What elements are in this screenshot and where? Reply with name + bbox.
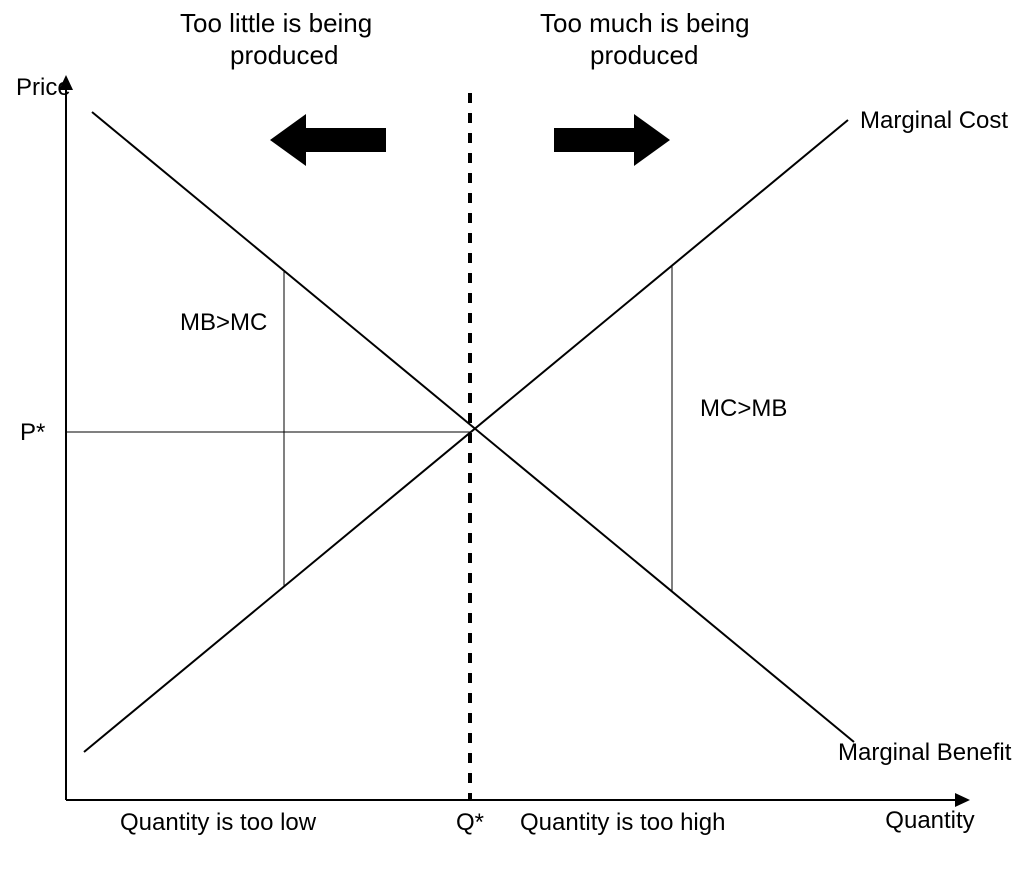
diagram-svg: Price Quantity P* Q* Marginal Cost Marginal B… [0, 0, 1024, 871]
equilibrium-markers [66, 93, 470, 800]
marginal-cost-line [84, 120, 848, 752]
qty-too-high-label: Quantity is too high [520, 809, 725, 836]
p-star-label: P* [20, 419, 45, 446]
y-axis-label: Price [16, 74, 71, 101]
axes [59, 75, 970, 807]
too-little-line2: produced [230, 40, 338, 70]
q-star-label: Q* [456, 809, 484, 836]
econ-diagram: Price Quantity P* Q* Marginal Cost Marginal B… [0, 0, 1024, 871]
arrow-left-icon [270, 114, 386, 166]
marginal-cost-label: Marginal Cost [860, 107, 1008, 134]
arrow-right-icon [554, 114, 670, 166]
text-annotations: Price Quantity P* Q* Marginal Cost Marginal B… [16, 8, 1012, 836]
too-much-line1: Too much is being [540, 8, 750, 38]
x-axis-label: Quantity [885, 807, 974, 834]
too-little-line1: Too little is being [180, 8, 372, 38]
too-much-line2: produced [590, 40, 698, 70]
mc-gt-mb-label: MC>MB [700, 395, 787, 422]
marginal-benefit-label: Marginal Benefit [838, 739, 1012, 766]
qty-too-low-label: Quantity is too low [120, 809, 317, 836]
marginal-benefit-line [92, 112, 854, 742]
mb-gt-mc-label: MB>MC [180, 309, 267, 336]
